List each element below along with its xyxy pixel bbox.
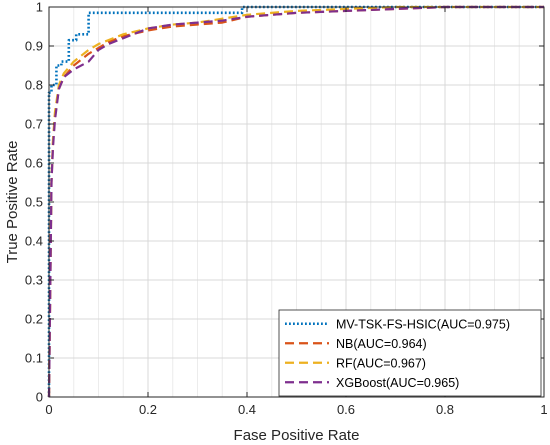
x-tick-label: 0.6 xyxy=(337,402,355,417)
y-tick-label: 0 xyxy=(36,390,43,405)
series-lines xyxy=(47,5,544,398)
legend-label-4: XGBoost(AUC=0.965) xyxy=(336,376,459,390)
y-tick-label: 0.3 xyxy=(25,273,43,288)
y-tick-label: 0.6 xyxy=(25,156,43,171)
y-tick-label: 0.9 xyxy=(25,39,43,54)
y-tick-label: 0.8 xyxy=(25,78,43,93)
legend-label-3: RF(AUC=0.967) xyxy=(336,356,426,370)
axis-ticks: 0 0.2 0.4 0.6 0.8 1 0 0.1 0.2 0.3 0.4 0.5 0.6 0.7 0.8 0… xyxy=(25,0,548,417)
y-axis-label: True Positive Rate xyxy=(4,141,21,264)
y-tick-label: 0.1 xyxy=(25,351,43,366)
x-tick-label: 1 xyxy=(540,402,547,417)
y-tick-label: 0.5 xyxy=(25,195,43,210)
series-line-4 xyxy=(47,5,544,398)
legend-label-2: NB(AUC=0.964) xyxy=(336,337,427,351)
legend-label-1: MV-TSK-FS-HSIC(AUC=0.975) xyxy=(336,317,510,331)
x-tick-label: 0.4 xyxy=(238,402,256,417)
x-tick-label: 0.8 xyxy=(436,402,454,417)
y-tick-label: 1 xyxy=(36,0,43,15)
x-tick-label: 0.2 xyxy=(139,402,157,417)
legend: MV-TSK-FS-HSIC(AUC=0.975) NB(AUC=0.964) RF… xyxy=(278,309,542,397)
y-tick-label: 0.2 xyxy=(25,312,43,327)
y-tick-label: 0.7 xyxy=(25,117,43,132)
x-axis-label: Fase Positive Rate xyxy=(234,427,360,444)
y-tick-label: 0.4 xyxy=(25,234,43,249)
x-tick-label: 0 xyxy=(45,402,52,417)
